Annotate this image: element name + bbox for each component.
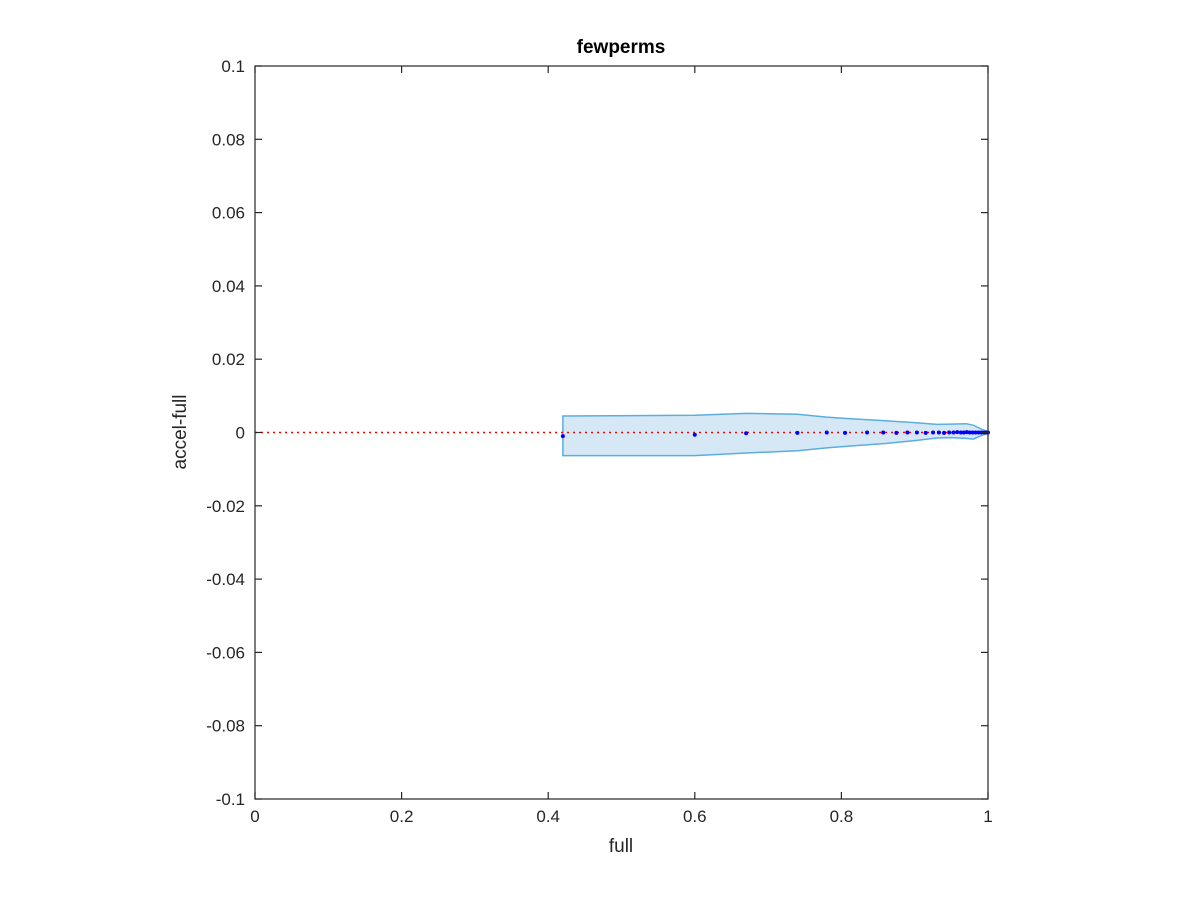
- y-tick-label: -0.02: [206, 497, 245, 516]
- data-point: [955, 430, 960, 435]
- data-point: [824, 430, 829, 435]
- x-tick-label: 0.4: [536, 807, 560, 826]
- data-point: [958, 430, 963, 435]
- y-tick-label: -0.06: [206, 643, 245, 662]
- x-axis-label: full: [609, 836, 633, 857]
- data-point: [795, 430, 800, 435]
- data-point: [692, 432, 697, 437]
- x-tick-label: 0.2: [390, 807, 414, 826]
- data-point: [936, 430, 941, 435]
- x-tick-label: 0: [250, 807, 259, 826]
- data-point: [744, 431, 749, 436]
- data-point: [951, 430, 956, 435]
- x-tick-label: 1: [983, 807, 992, 826]
- data-point: [964, 430, 969, 435]
- data-point: [976, 430, 981, 435]
- x-tick-label: 0.8: [830, 807, 854, 826]
- y-tick-label: 0.04: [212, 277, 245, 296]
- y-tick-label: 0.1: [221, 57, 245, 76]
- data-point: [843, 430, 848, 435]
- data-point: [914, 430, 919, 435]
- y-tick-label: 0: [236, 424, 245, 443]
- y-tick-label: -0.04: [206, 570, 245, 589]
- chart-title: fewperms: [577, 37, 666, 58]
- data-point: [894, 430, 899, 435]
- x-tick-label: 0.6: [683, 807, 707, 826]
- y-tick-label: 0.08: [212, 130, 245, 149]
- data-point: [881, 430, 886, 435]
- data-point: [931, 430, 936, 435]
- y-tick-label: 0.06: [212, 204, 245, 223]
- data-point: [923, 430, 928, 435]
- data-point: [973, 430, 978, 435]
- y-axis-label: accel-full: [170, 395, 191, 470]
- data-point: [560, 434, 565, 439]
- data-point: [865, 430, 870, 435]
- data-point: [905, 430, 910, 435]
- y-tick-label: -0.1: [216, 790, 245, 809]
- data-point: [942, 430, 947, 435]
- data-point: [961, 430, 966, 435]
- y-tick-label: -0.08: [206, 717, 245, 736]
- data-point: [967, 430, 972, 435]
- y-tick-label: 0.02: [212, 350, 245, 369]
- data-point: [947, 430, 952, 435]
- data-point: [970, 430, 975, 435]
